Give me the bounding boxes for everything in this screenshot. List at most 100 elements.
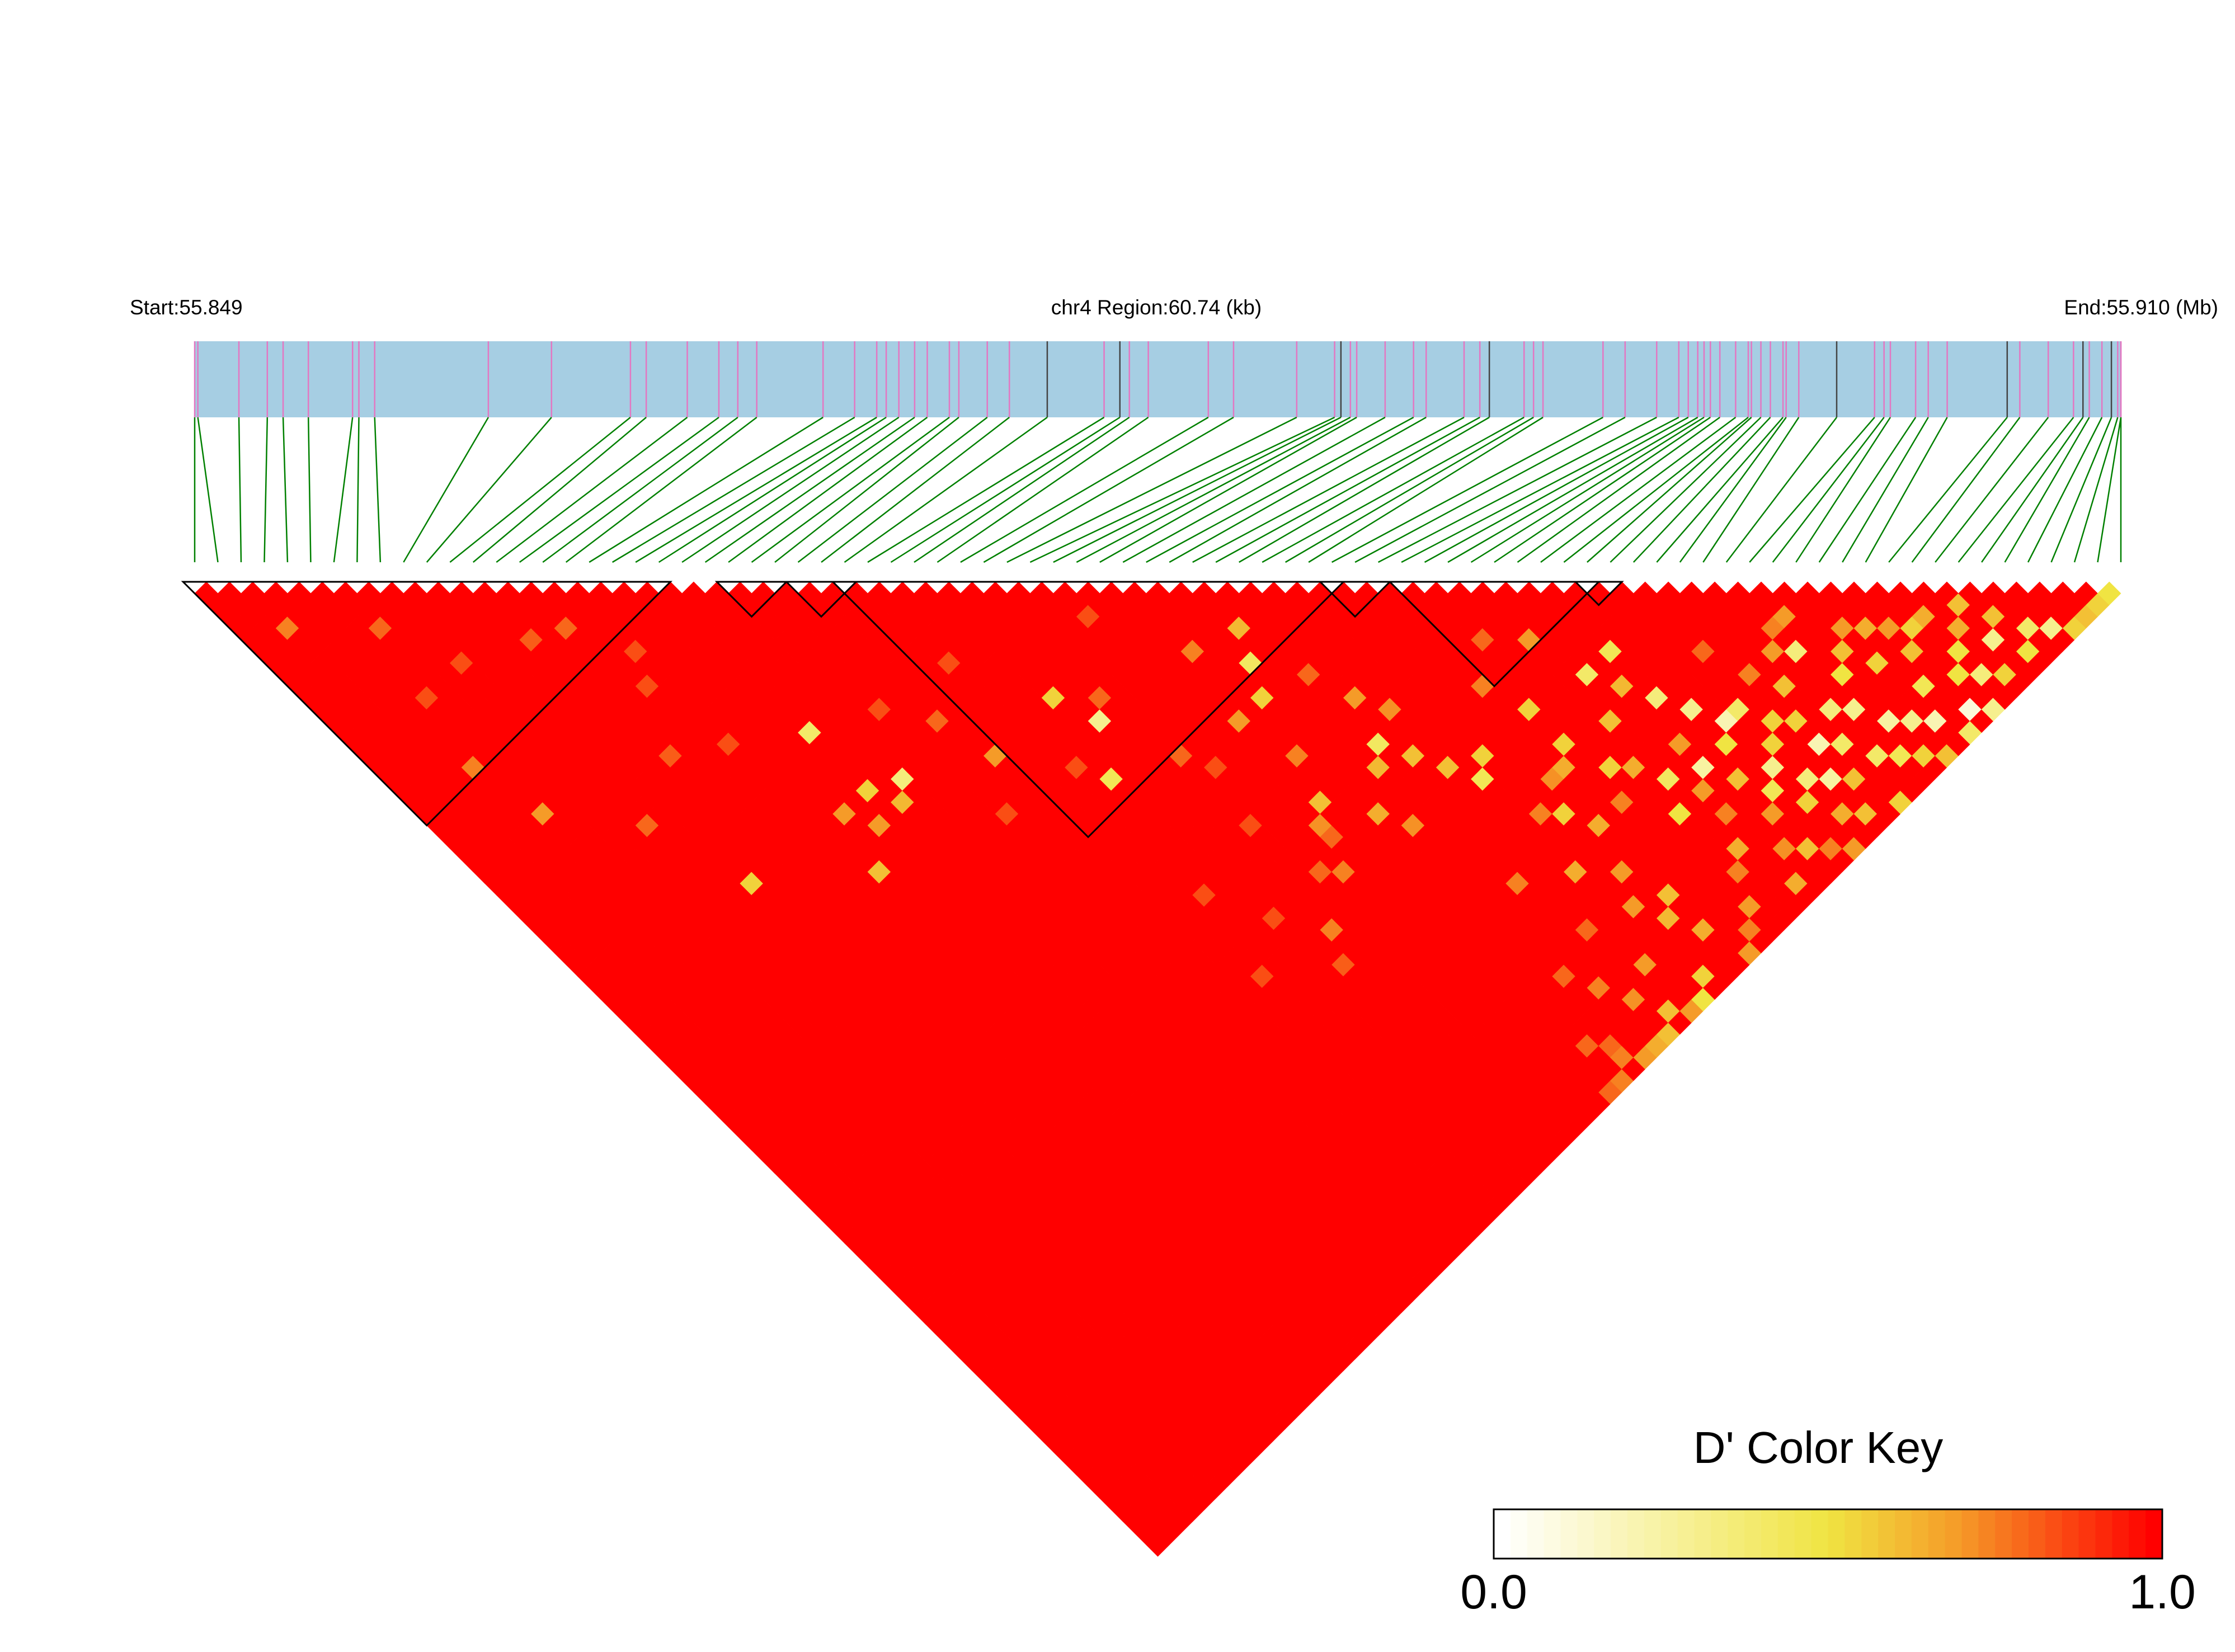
snp-connector-5	[307, 417, 312, 563]
chromosome-region-bar	[195, 341, 2121, 417]
color-key-swatch-9	[1644, 1509, 1662, 1559]
snp-connector-38	[1076, 416, 1351, 563]
snp-connector-64	[1679, 417, 1787, 563]
ld-block-outline-0	[181, 581, 673, 827]
snp-connector-44	[1215, 416, 1480, 563]
snp-connector-42	[1169, 416, 1427, 563]
snp-connector-9	[403, 417, 489, 563]
snp-connector-49	[1331, 416, 1603, 563]
snp-connector-3	[264, 417, 269, 563]
color-key-swatch-39	[2145, 1509, 2163, 1559]
color-key-swatch-2	[1527, 1509, 1545, 1559]
snp-connector-74	[1911, 417, 2021, 563]
snp-connector-1	[197, 417, 219, 563]
snp-connector-40	[1122, 416, 1386, 563]
snp-connector-63	[1656, 417, 1784, 563]
color-key-swatch-32	[2029, 1509, 2046, 1559]
snp-connector-32	[937, 416, 1149, 563]
color-key-swatch-12	[1694, 1509, 1712, 1559]
snp-position-marks	[194, 341, 2122, 417]
snp-connector-82	[2097, 417, 2122, 563]
color-key-swatch-38	[2129, 1509, 2147, 1559]
snp-connector-37	[1053, 416, 1342, 563]
color-key-max-label: 1.0	[2129, 1565, 2196, 1619]
snp-connector-13	[496, 417, 688, 563]
snp-connector-60	[1587, 417, 1752, 563]
ld-block-outline-1	[714, 581, 789, 618]
color-key: D' Color Key 0.0 1.0	[1460, 1423, 2196, 1619]
snp-connector-75	[1935, 417, 2049, 563]
ld-block-outline-5	[1387, 581, 1601, 688]
snp-connector-11	[449, 417, 631, 563]
snp-connector-6	[333, 417, 354, 563]
snp-connector-41	[1146, 416, 1414, 563]
color-key-swatch-17	[1777, 1509, 1795, 1559]
color-key-swatch-37	[2112, 1509, 2130, 1559]
snp-connector-70	[1818, 417, 1917, 563]
color-key-frame	[1493, 1508, 2163, 1560]
color-key-swatch-20	[1828, 1509, 1846, 1559]
snp-connector-78	[2004, 417, 2090, 563]
color-key-swatch-22	[1861, 1509, 1879, 1559]
snp-connector-8	[374, 417, 382, 563]
ld-heatmap-cells	[194, 581, 2121, 1557]
snp-connector-22	[704, 416, 915, 563]
snp-connector-33	[960, 416, 1209, 563]
ld-block-outline-4	[1318, 581, 1392, 618]
color-key-swatch-15	[1744, 1509, 1762, 1559]
color-key-swatch-28	[1961, 1509, 1979, 1559]
snp-connector-77	[1981, 417, 2084, 563]
color-key-swatch-0	[1494, 1509, 1511, 1559]
snp-connector-50	[1354, 416, 1626, 563]
color-key-swatch-21	[1845, 1509, 1862, 1559]
snp-connector-34	[983, 416, 1234, 563]
snp-connector-57	[1517, 416, 1720, 563]
snp-connector-43	[1192, 416, 1465, 563]
color-key-swatch-26	[1928, 1509, 1946, 1559]
snp-connector-12	[472, 417, 647, 563]
snp-connector-20	[658, 416, 887, 563]
snp-connector-68	[1772, 417, 1885, 563]
color-key-swatch-25	[1911, 1509, 1929, 1559]
snp-connector-46	[1262, 416, 1524, 563]
snp-connector-17	[589, 416, 824, 563]
snp-connector-58	[1540, 416, 1737, 563]
snp-connector-54	[1447, 416, 1698, 563]
color-key-swatch-33	[2045, 1509, 2063, 1559]
snp-connector-80	[2050, 417, 2112, 563]
snp-connector-26	[797, 417, 988, 563]
color-key-swatch-7	[1611, 1509, 1628, 1559]
snp-connector-24	[751, 416, 950, 563]
color-key-swatch-1	[1510, 1509, 1528, 1559]
ld-block-outline-2	[784, 581, 858, 618]
snp-connector-69	[1795, 417, 1891, 563]
snp-connector-72	[1865, 417, 1948, 563]
snp-connector-lines	[194, 416, 2122, 563]
color-key-swatch-13	[1711, 1509, 1729, 1559]
snp-connector-14	[519, 416, 719, 563]
region-title: chr4 Region:60.74 (kb)	[1051, 296, 1262, 319]
snp-connector-79	[2027, 417, 2103, 563]
snp-connector-62	[1632, 417, 1771, 563]
snp-connector-81	[2073, 417, 2119, 563]
snp-connector-27	[821, 417, 1010, 563]
color-key-swatch-4	[1560, 1509, 1578, 1559]
ld-block-outline-6	[1573, 581, 1624, 606]
snp-connector-18	[612, 416, 855, 563]
color-key-swatch-23	[1878, 1509, 1895, 1559]
color-key-swatch-29	[1978, 1509, 1996, 1559]
snp-connector-76	[1958, 417, 2074, 563]
color-key-swatch-18	[1794, 1509, 1812, 1559]
ld-block-outlines	[181, 581, 1624, 839]
region-end-label: End:55.910 (Mb)	[2064, 296, 2218, 319]
color-key-min-label: 0.0	[1460, 1565, 1527, 1619]
ld-block-outline-3	[831, 581, 1345, 839]
snp-connector-25	[774, 417, 959, 563]
snp-connector-47	[1285, 416, 1534, 563]
color-key-swatch-14	[1728, 1509, 1745, 1559]
snp-connector-30	[890, 416, 1121, 563]
color-key-gradient	[1494, 1509, 2163, 1559]
snp-connector-2	[238, 417, 242, 563]
snp-connector-56	[1494, 416, 1711, 563]
